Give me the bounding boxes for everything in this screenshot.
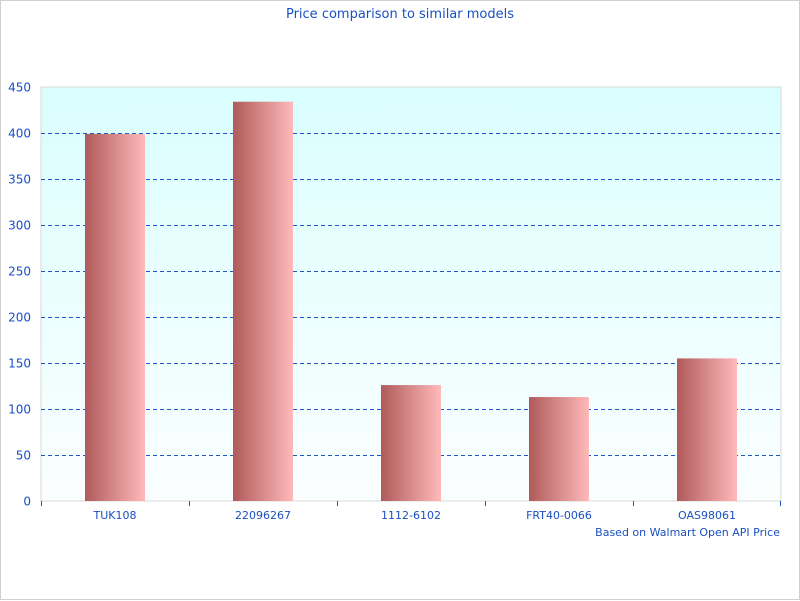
y-tick-label: 100 xyxy=(8,403,31,417)
x-tick-label: 22096267 xyxy=(235,509,291,522)
y-tick-label: 50 xyxy=(16,449,31,463)
x-tick-label: 1112-6102 xyxy=(381,509,441,522)
bar-TUK108 xyxy=(85,133,145,502)
y-tick-label: 250 xyxy=(8,265,31,279)
x-tick-label: TUK108 xyxy=(93,509,137,522)
y-tick-label: 350 xyxy=(8,173,31,187)
chart-title: Price comparison to similar models xyxy=(286,7,514,22)
y-tick-label: 200 xyxy=(8,311,31,325)
bar-22096267 xyxy=(233,101,293,501)
x-tick-label: FRT40-0066 xyxy=(526,509,592,522)
y-tick-label: 450 xyxy=(8,81,31,95)
y-tick-label: 400 xyxy=(8,127,31,141)
source-annotation: Based on Walmart Open API Price xyxy=(595,526,780,539)
y-tick-label: 150 xyxy=(8,357,31,371)
bar-1112-6102 xyxy=(381,385,441,501)
y-tick-label: 0 xyxy=(23,495,31,509)
bar-OAS98061 xyxy=(677,358,737,501)
y-tick-label: 300 xyxy=(8,219,31,233)
x-tick-label: OAS98061 xyxy=(678,509,736,522)
bar-FRT40-0066 xyxy=(529,397,589,501)
